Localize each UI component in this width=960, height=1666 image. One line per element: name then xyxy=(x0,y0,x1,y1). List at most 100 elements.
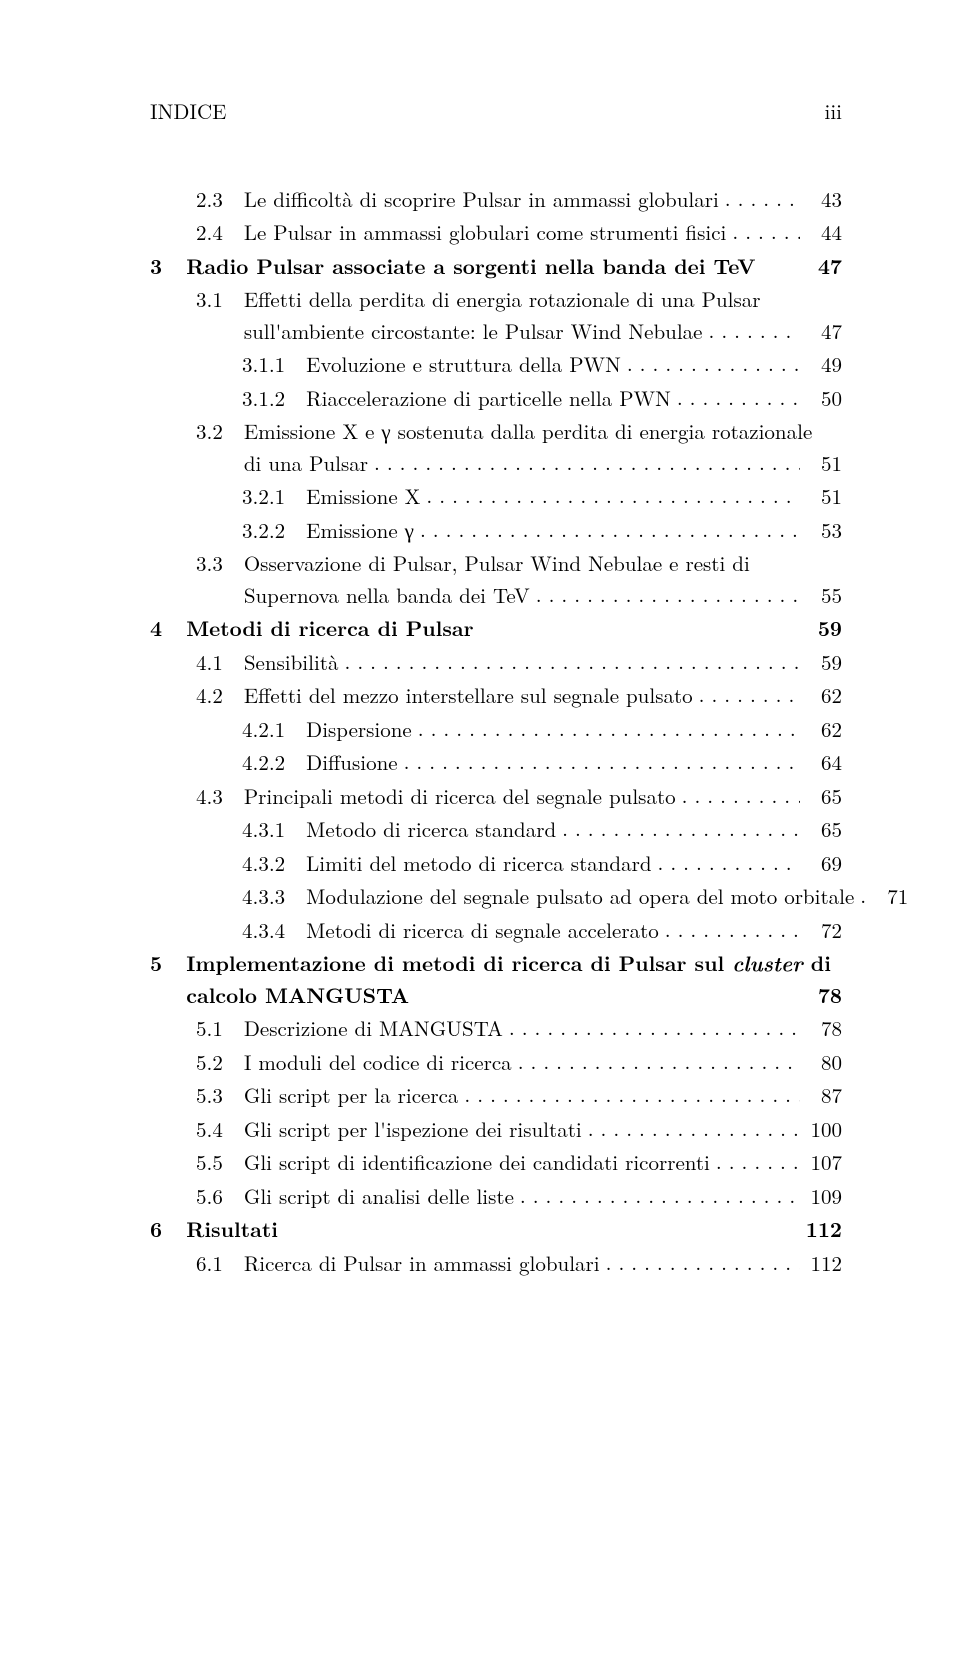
toc-entry-row: 3.2.1 Emissione X 51 xyxy=(150,481,842,513)
toc-entry-title: Gli script di analisi delle liste xyxy=(244,1181,514,1213)
toc-leaders xyxy=(514,1180,800,1212)
toc-entry-number: 4.2.1 xyxy=(242,714,306,746)
toc-entry-row: 4.1 Sensibilità59 xyxy=(150,647,842,679)
toc-entry-row: 4.3.1 Metodo di ricerca standard65 xyxy=(150,814,842,846)
toc-entry-title: Principali metodi di ricerca del segnale… xyxy=(244,781,676,813)
toc-page-number: 109 xyxy=(800,1181,842,1213)
toc-body: 2.3 Le difficoltà di scoprire Pulsar in … xyxy=(150,184,842,1280)
toc-entry-title: Effetti della perdita di energia rotazio… xyxy=(244,284,761,316)
toc-entry-row: 3.2 di una Pulsar51 xyxy=(150,448,842,480)
toc-entry-title: Modulazione del segnale pulsato ad opera… xyxy=(306,881,854,913)
toc-entry-row: 2.3 Le difficoltà di scoprire Pulsar in … xyxy=(150,184,842,216)
toc-page: INDICE iii 2.3 Le difficoltà di scoprire… xyxy=(0,0,960,1381)
toc-entry-title: Emissione X xyxy=(306,481,420,513)
toc-entry-number: 3.2 xyxy=(196,416,244,448)
toc-page-number: 78 xyxy=(800,1013,842,1045)
toc-page-number: 59 xyxy=(800,647,842,679)
toc-entry-number: 4.3 xyxy=(196,781,244,813)
toc-entry-number: 3.2.2 xyxy=(242,515,306,547)
running-head: INDICE iii xyxy=(150,96,842,128)
toc-entry-number: 5.2 xyxy=(196,1047,244,1079)
toc-entry-row: 4.3.2 Limiti del metodo di ricerca stand… xyxy=(150,848,842,880)
toc-leaders xyxy=(710,1146,800,1178)
toc-entry-row: 3.1 sull'ambiente circostante: le Pulsar… xyxy=(150,316,842,348)
toc-entry-number: 3.2.1 xyxy=(242,481,306,513)
toc-leaders xyxy=(600,1247,800,1279)
toc-entry-title: Ricerca di Pulsar in ammassi globulari xyxy=(244,1248,600,1280)
toc-page-number: 107 xyxy=(800,1147,842,1179)
toc-leaders xyxy=(530,579,800,611)
toc-page-number: 62 xyxy=(800,680,842,712)
toc-entry-row: 3.2.2 Emissione γ53 xyxy=(150,515,842,547)
toc-entry-row: 4.2.2 Diffusione64 xyxy=(150,747,842,779)
toc-leaders xyxy=(671,382,800,414)
toc-page-number: 69 xyxy=(800,848,842,880)
toc-entry-row: 3.2 Emissione X e γ sostenuta dalla perd… xyxy=(150,416,842,448)
toc-page-number: 43 xyxy=(800,184,842,216)
toc-entry-title: Implementazione di metodi di ricerca di … xyxy=(186,948,831,980)
toc-entry-number: 4.2.2 xyxy=(242,747,306,779)
toc-entry-title: Metodo di ricerca standard xyxy=(306,814,556,846)
toc-chapter-row: 3 Radio Pulsar associate a sorgenti nell… xyxy=(150,251,842,283)
toc-chapter-row: 5 calcolo MANGUSTA78 xyxy=(150,980,842,1012)
toc-page-number: 55 xyxy=(800,580,842,612)
toc-entry-number: 4.2 xyxy=(196,680,244,712)
toc-entry-title: Evoluzione e struttura della PWN xyxy=(306,349,621,381)
toc-entry-title: Diffusione xyxy=(306,747,397,779)
toc-entry-number: 6.1 xyxy=(196,1248,244,1280)
toc-page-number: 51 xyxy=(800,448,842,480)
toc-entry-number: 3.1.1 xyxy=(242,349,306,381)
toc-entry-number: 3 xyxy=(150,251,186,283)
toc-page-number: 100 xyxy=(800,1114,842,1146)
toc-entry-title: Gli script per la ricerca xyxy=(244,1080,459,1112)
toc-page-number: 62 xyxy=(800,714,842,746)
toc-leaders xyxy=(414,514,800,546)
toc-entry-title: Effetti del mezzo interstellare sul segn… xyxy=(244,680,693,712)
toc-page-number: 44 xyxy=(800,217,842,249)
toc-entry-title: Dispersione xyxy=(306,714,412,746)
toc-entry-row: 4.2.1 Dispersione 62 xyxy=(150,714,842,746)
toc-entry-title: Metodi di ricerca di segnale accelerato xyxy=(306,915,659,947)
toc-entry-number: 6 xyxy=(150,1214,186,1246)
toc-page-number: 65 xyxy=(800,781,842,813)
toc-chapter-row: 6 Risultati112 xyxy=(150,1214,842,1246)
toc-leaders xyxy=(512,1046,800,1078)
toc-page-number: 78 xyxy=(800,980,842,1012)
toc-entry-row: 4.2 Effetti del mezzo interstellare sul … xyxy=(150,680,842,712)
toc-leaders xyxy=(398,746,800,778)
toc-entry-number: 5.5 xyxy=(196,1147,244,1179)
toc-page-number: 51 xyxy=(800,481,842,513)
toc-entry-row: 3.1 Effetti della perdita di energia rot… xyxy=(150,284,842,316)
toc-page-number: 47 xyxy=(800,251,842,283)
toc-entry-title: calcolo MANGUSTA xyxy=(186,980,409,1012)
toc-entry-row: 6.1 Ricerca di Pulsar in ammassi globula… xyxy=(150,1248,842,1280)
toc-entry-row: 5.3 Gli script per la ricerca 87 xyxy=(150,1080,842,1112)
toc-entry-number: 4.3.2 xyxy=(242,848,306,880)
toc-entry-title: Gli script per l'ispezione dei risultati xyxy=(244,1114,582,1146)
toc-entry-row: 3.3 Supernova nella banda dei TeV55 xyxy=(150,580,842,612)
toc-entry-row: 4.3 Principali metodi di ricerca del seg… xyxy=(150,781,842,813)
toc-entry-row: 5.5 Gli script di identificazione dei ca… xyxy=(150,1147,842,1179)
toc-entry-row: 4.3.3 Modulazione del segnale pulsato ad… xyxy=(150,881,842,913)
toc-leaders xyxy=(854,880,866,912)
toc-page-number: 65 xyxy=(800,814,842,846)
toc-entry-row: 2.4 Le Pulsar in ammassi globulari come … xyxy=(150,217,842,249)
toc-entry-number: 5.3 xyxy=(196,1080,244,1112)
toc-page-number: 59 xyxy=(800,613,842,645)
toc-leaders xyxy=(458,1079,800,1111)
toc-page-number: 112 xyxy=(800,1248,842,1280)
toc-entry-number: 4.3.4 xyxy=(242,915,306,947)
toc-entry-title: Gli script di identificazione dei candid… xyxy=(244,1147,710,1179)
toc-entry-title: Osservazione di Pulsar, Pulsar Wind Nebu… xyxy=(244,548,750,580)
toc-page-number: 49 xyxy=(800,349,842,381)
toc-entry-row: 5.4 Gli script per l'ispezione dei risul… xyxy=(150,1114,842,1146)
toc-entry-title: Metodi di ricerca di Pulsar xyxy=(186,613,473,645)
running-head-right: iii xyxy=(824,96,842,128)
toc-entry-number: 5.6 xyxy=(196,1181,244,1213)
toc-entry-title: Limiti del metodo di ricerca standard xyxy=(306,848,651,880)
toc-entry-row: 3.1.1 Evoluzione e struttura della PWN 49 xyxy=(150,349,842,381)
toc-leaders xyxy=(503,1012,800,1044)
toc-leaders xyxy=(703,315,800,347)
toc-page-number: 87 xyxy=(800,1080,842,1112)
toc-entry-number: 3.1 xyxy=(196,284,244,316)
